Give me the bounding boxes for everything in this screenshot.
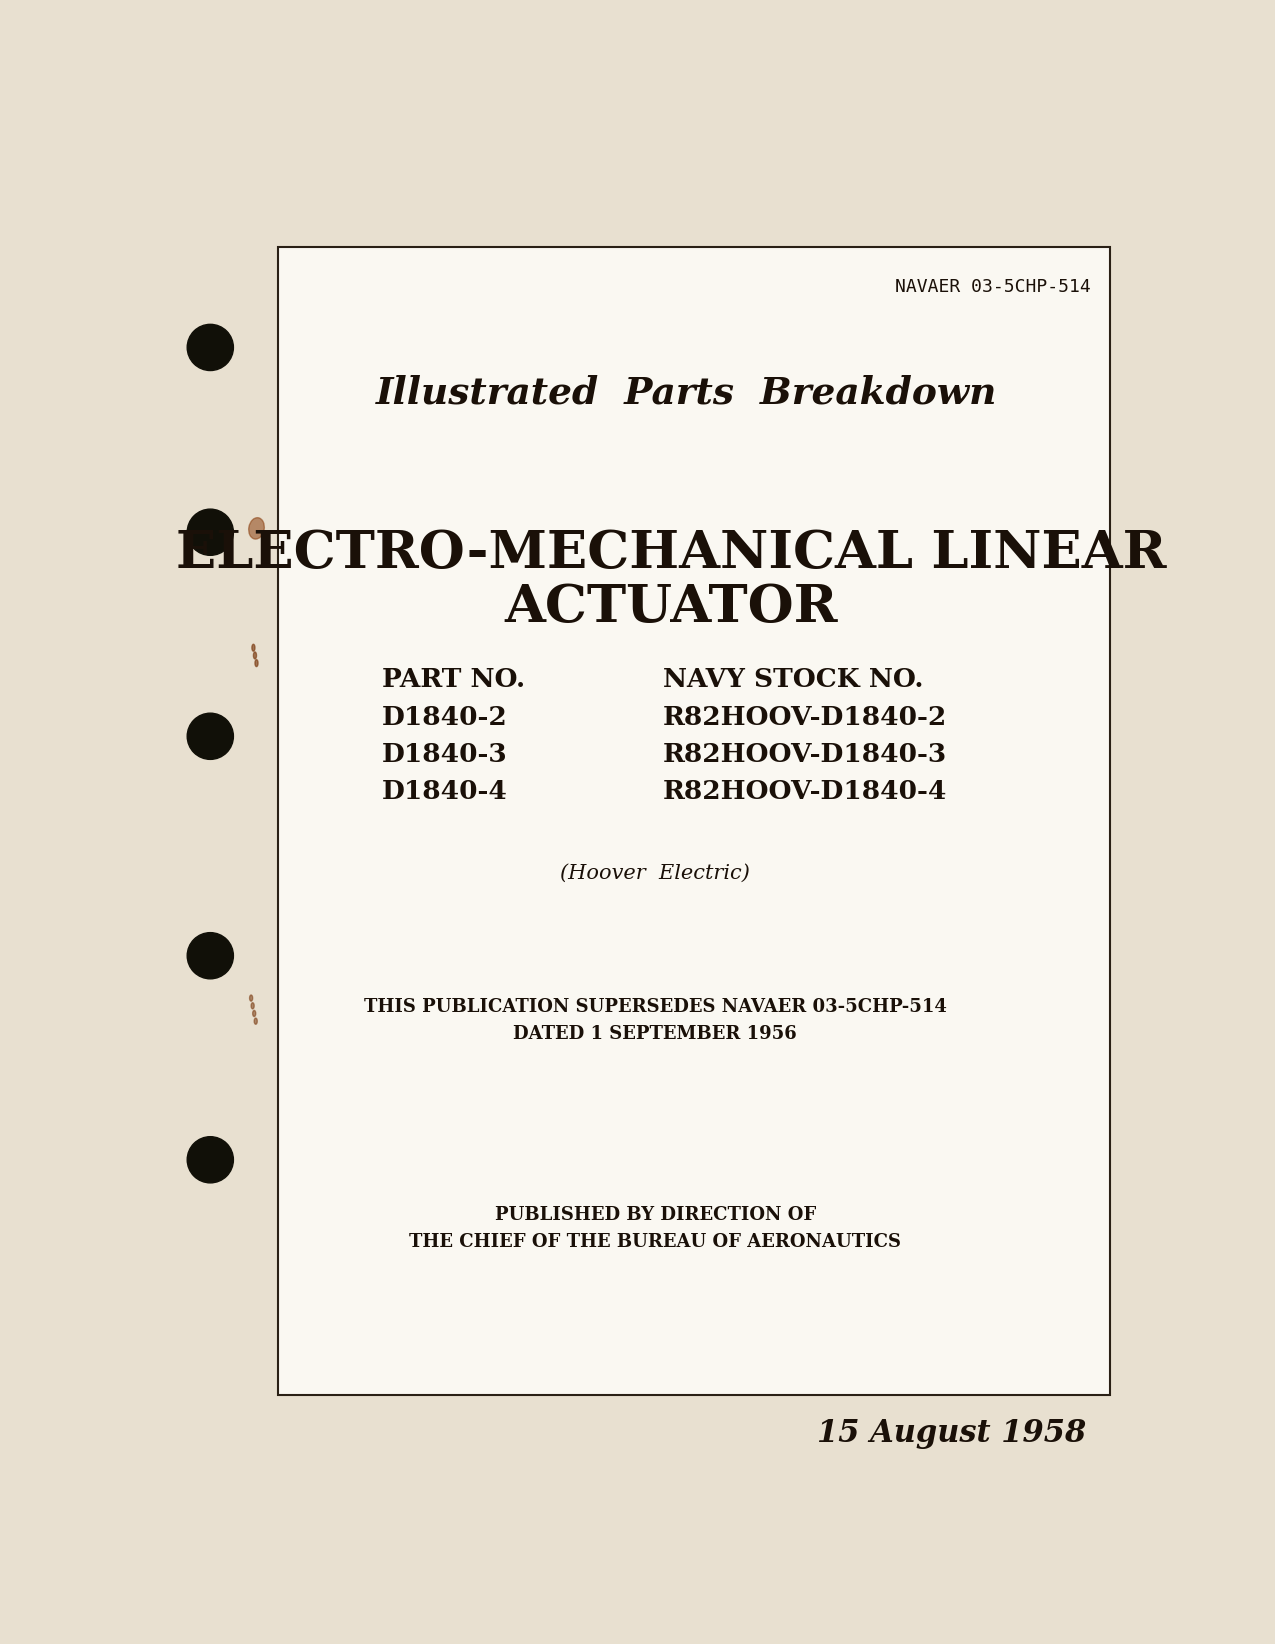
Text: (Hoover  Electric): (Hoover Electric) <box>561 863 750 883</box>
Text: THE CHIEF OF THE BUREAU OF AERONAUTICS: THE CHIEF OF THE BUREAU OF AERONAUTICS <box>409 1233 901 1251</box>
Ellipse shape <box>249 518 264 539</box>
Text: 15 August 1958: 15 August 1958 <box>817 1417 1086 1448</box>
Circle shape <box>187 1136 233 1184</box>
Text: D1840-4: D1840-4 <box>382 779 507 804</box>
Text: R82HOOV-D1840-3: R82HOOV-D1840-3 <box>663 743 947 768</box>
Ellipse shape <box>252 644 255 651</box>
Ellipse shape <box>254 653 256 659</box>
Circle shape <box>187 324 233 370</box>
Text: NAVY STOCK NO.: NAVY STOCK NO. <box>663 667 923 692</box>
Text: THIS PUBLICATION SUPERSEDES NAVAER 03-5CHP-514: THIS PUBLICATION SUPERSEDES NAVAER 03-5C… <box>363 998 947 1016</box>
Text: PART NO.: PART NO. <box>382 667 525 692</box>
Text: D1840-2: D1840-2 <box>382 705 507 730</box>
Text: Illustrated  Parts  Breakdown: Illustrated Parts Breakdown <box>375 375 997 411</box>
Circle shape <box>187 713 233 760</box>
Text: PUBLISHED BY DIRECTION OF: PUBLISHED BY DIRECTION OF <box>495 1207 816 1225</box>
Bar <box>278 247 1109 1394</box>
Circle shape <box>187 510 233 556</box>
Ellipse shape <box>252 1011 256 1016</box>
Circle shape <box>187 932 233 978</box>
Text: R82HOOV-D1840-2: R82HOOV-D1840-2 <box>663 705 947 730</box>
Ellipse shape <box>250 995 252 1001</box>
Text: ELECTRO-MECHANICAL LINEAR: ELECTRO-MECHANICAL LINEAR <box>176 528 1167 579</box>
Ellipse shape <box>255 659 258 666</box>
Ellipse shape <box>254 1018 258 1024</box>
Text: NAVAER 03-5CHP-514: NAVAER 03-5CHP-514 <box>895 278 1090 296</box>
Text: D1840-3: D1840-3 <box>382 743 507 768</box>
Ellipse shape <box>251 1003 254 1009</box>
Text: R82HOOV-D1840-4: R82HOOV-D1840-4 <box>663 779 947 804</box>
Text: ACTUATOR: ACTUATOR <box>504 582 838 633</box>
Text: DATED 1 SEPTEMBER 1956: DATED 1 SEPTEMBER 1956 <box>514 1024 797 1042</box>
